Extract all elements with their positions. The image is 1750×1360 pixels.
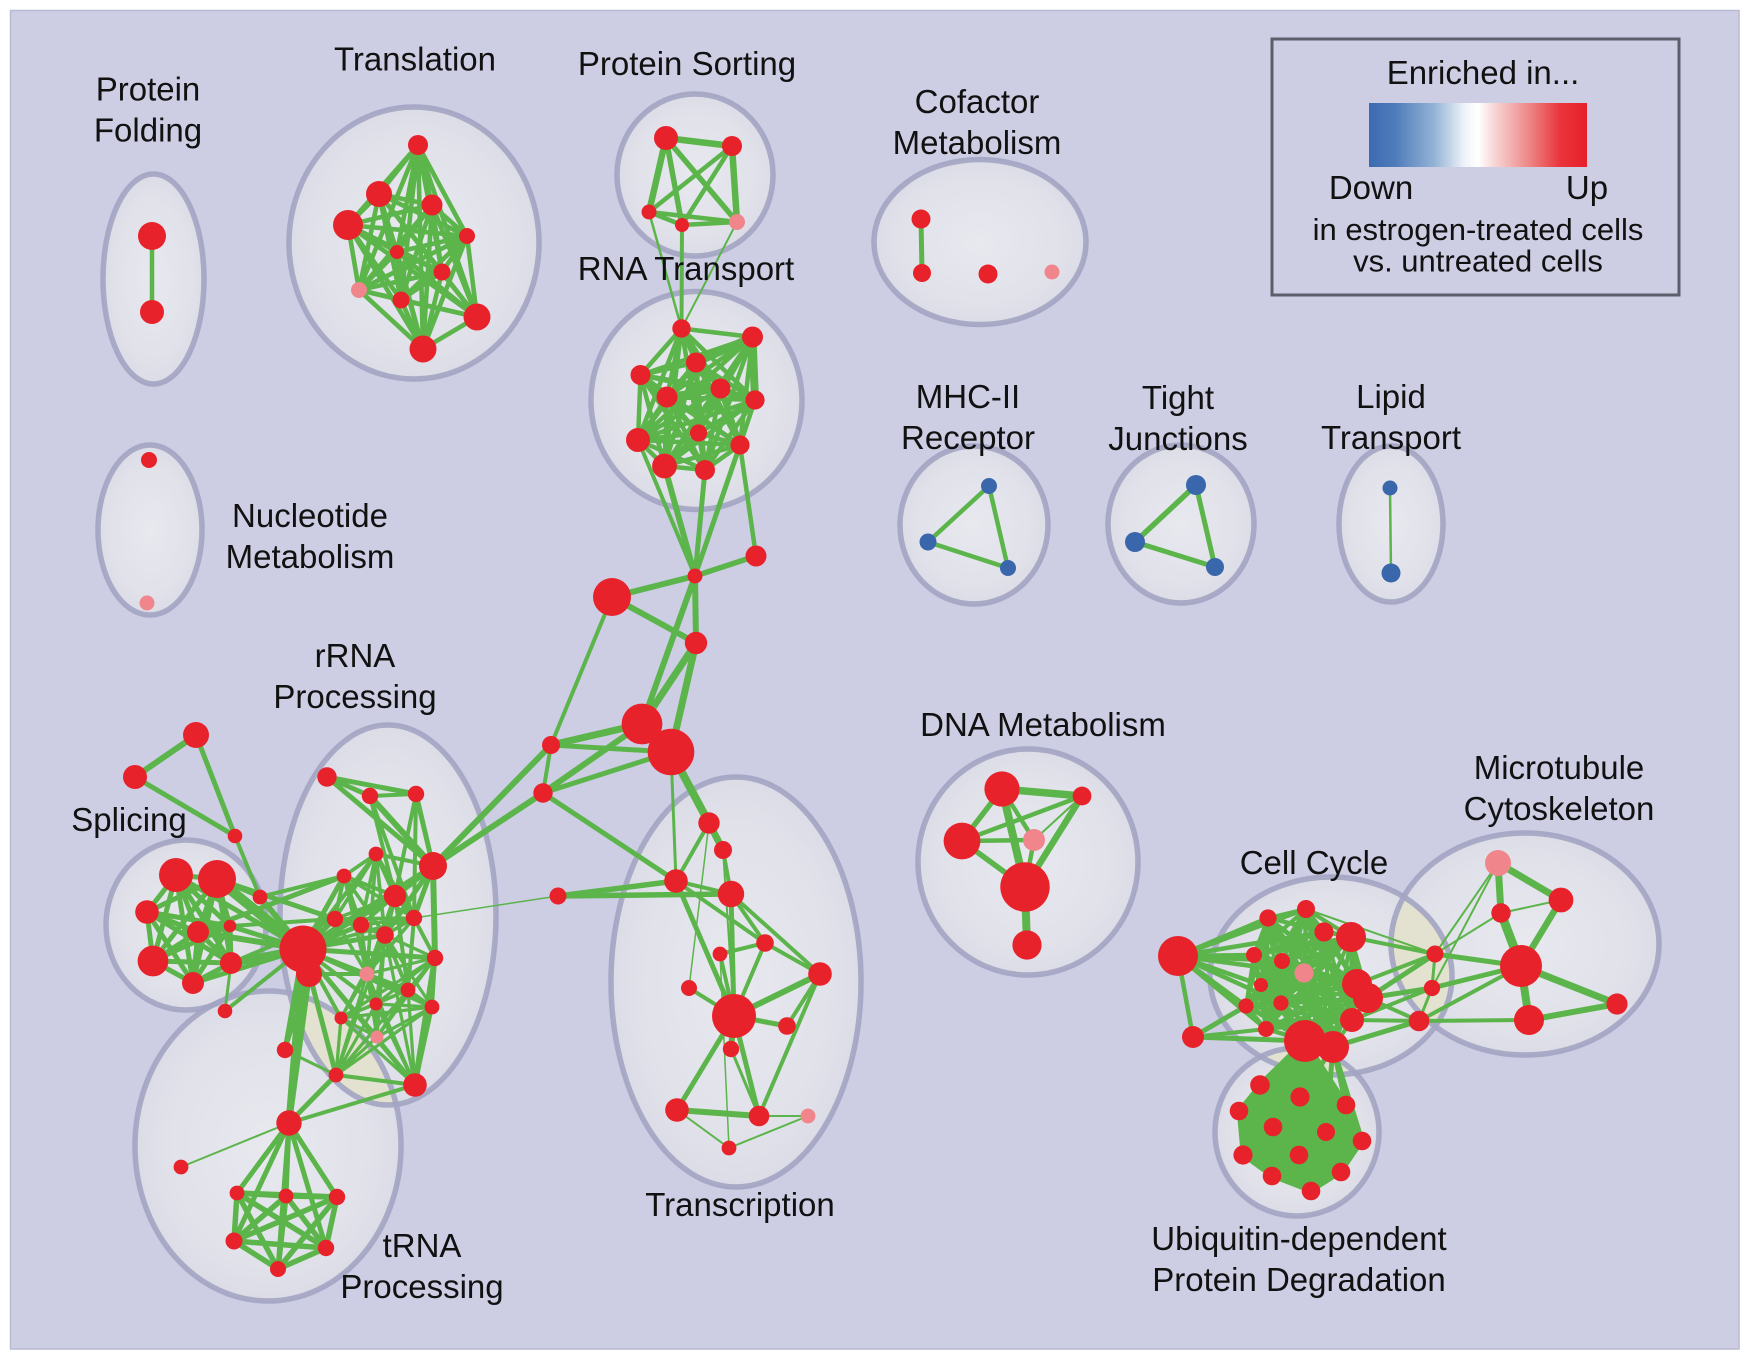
- svg-text:Metabolism: Metabolism: [893, 124, 1062, 161]
- svg-text:rRNA: rRNA: [315, 637, 396, 674]
- svg-text:Down: Down: [1329, 169, 1413, 206]
- svg-text:Transport: Transport: [1321, 419, 1461, 456]
- svg-text:MHC-II: MHC-II: [916, 378, 1020, 415]
- svg-text:Tight: Tight: [1142, 379, 1214, 416]
- svg-text:Enriched in...: Enriched in...: [1387, 54, 1580, 91]
- svg-text:Protein: Protein: [96, 71, 201, 108]
- svg-text:Metabolism: Metabolism: [226, 538, 395, 575]
- svg-text:Translation: Translation: [334, 41, 496, 78]
- svg-text:Protein Degradation: Protein Degradation: [1152, 1261, 1446, 1298]
- svg-text:tRNA: tRNA: [383, 1227, 462, 1264]
- svg-text:Protein Sorting: Protein Sorting: [578, 45, 796, 82]
- svg-text:Processing: Processing: [273, 678, 436, 715]
- svg-text:Receptor: Receptor: [901, 419, 1035, 456]
- svg-text:Junctions: Junctions: [1108, 420, 1247, 457]
- svg-text:Ubiquitin-dependent: Ubiquitin-dependent: [1151, 1220, 1446, 1257]
- svg-text:Microtubule: Microtubule: [1474, 749, 1645, 786]
- svg-text:vs. untreated cells: vs. untreated cells: [1353, 244, 1603, 279]
- svg-text:RNA Transport: RNA Transport: [578, 250, 794, 287]
- svg-text:Processing: Processing: [340, 1268, 503, 1305]
- svg-text:Splicing: Splicing: [71, 801, 187, 838]
- svg-text:Lipid: Lipid: [1356, 378, 1426, 415]
- svg-text:in estrogen-treated cells: in estrogen-treated cells: [1313, 212, 1644, 247]
- svg-text:Cofactor: Cofactor: [915, 83, 1040, 120]
- svg-text:Cytoskeleton: Cytoskeleton: [1464, 790, 1655, 827]
- svg-text:Cell Cycle: Cell Cycle: [1240, 844, 1389, 881]
- svg-text:DNA Metabolism: DNA Metabolism: [920, 706, 1166, 743]
- svg-text:Transcription: Transcription: [645, 1186, 835, 1223]
- svg-text:Up: Up: [1566, 169, 1608, 206]
- svg-text:Nucleotide: Nucleotide: [232, 497, 388, 534]
- svg-text:Folding: Folding: [94, 112, 202, 149]
